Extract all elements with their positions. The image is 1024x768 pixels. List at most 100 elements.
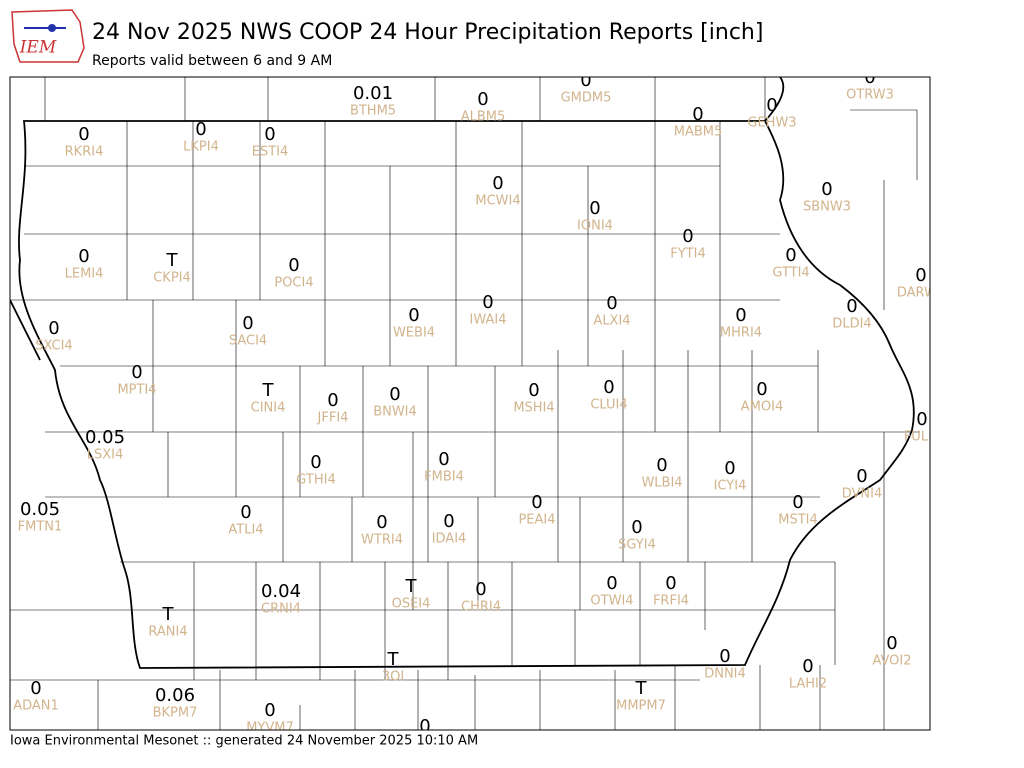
station-id: POCI4 [274,276,313,291]
station-id: MABM5 [674,125,723,140]
station-id: FMTN1 [18,520,63,535]
station-value: 0 [856,466,867,487]
station-id: WEBI4 [393,326,435,341]
station-value: 0.05 [85,427,125,448]
station-id: ATLI4 [228,523,263,538]
station-value: 0 [419,716,430,737]
station-id: SACI4 [229,334,267,349]
county-lines [10,77,920,730]
station-id: CLUI4 [590,398,627,413]
logo: IEM [11,9,85,63]
station-value: 0 [656,455,667,476]
station-value: 0 [327,390,338,411]
station-id: IWAI4 [470,313,507,328]
station-id: OSEI4 [392,597,431,612]
station-id: MSHI4 [513,401,554,416]
station-id: GTHI4 [296,473,335,488]
station-value: 0 [589,198,600,219]
station-id: FYTI4 [670,247,705,262]
station-id: LEMI4 [65,267,104,282]
station-id: WLBI4 [641,476,682,491]
station-id: FULI2 [904,430,940,445]
station-id: DNNI4 [704,667,746,682]
station-value: 0 [389,384,400,405]
station-value: 0 [606,293,617,314]
station-id: CRNI4 [261,602,301,617]
station-id: DLDI4 [832,317,871,332]
station-value: 0 [492,173,503,194]
station-value: 0 [665,573,676,594]
station-value: T [405,576,418,597]
station-id: DVNI4 [842,487,883,502]
station-value: 0 [195,119,206,140]
station-value: 0 [606,573,617,594]
station-id: ADAN1 [13,699,59,714]
station-value: T [387,649,400,670]
station-id: ALBM5 [461,110,506,125]
station-id: ALXI4 [593,314,630,329]
station-id: BKPM7 [153,706,198,721]
station-value: 0 [131,362,142,383]
station-id: MMPM7 [616,699,666,714]
station-id: LAHI2 [789,677,827,692]
station-value: T [166,250,179,271]
state-borders [10,77,915,669]
station-value: 0 [264,124,275,145]
station-value: 0 [682,226,693,247]
station-value: 0 [886,633,897,654]
title: 24 Nov 2025 NWS COOP 24 Hour Precipitati… [92,20,763,45]
station-value: 0 [475,579,486,600]
station-value: 0 [288,255,299,276]
station-value: 0 [785,245,796,266]
station-value: 0 [864,67,875,88]
station-id: LSXI4 [87,448,124,463]
station-value: 0 [802,656,813,677]
logo-text: IEM [19,38,57,58]
station-id: MCWI4 [475,194,520,209]
subtitle: Reports valid between 6 and 9 AM [92,53,332,69]
station-id: CHRI4 [461,600,501,615]
station-value: 0 [30,678,41,699]
footer: Iowa Environmental Mesonet :: generated … [10,734,478,749]
station-value: T [635,678,648,699]
station-value: 0 [531,492,542,513]
station-value: 0 [408,305,419,326]
station-value: 0 [580,70,591,91]
station-id: BTHM5 [350,104,396,119]
station-id: IONI4 [577,219,613,234]
station-id: PEAI4 [518,513,555,528]
station-value: 0.06 [155,685,195,706]
station-id: 3OI [382,670,404,685]
station-value: 0.01 [353,83,393,104]
station-id: ICYI4 [714,479,747,494]
station-value: 0 [438,449,449,470]
station-value: 0 [719,646,730,667]
station-id: CINI4 [251,401,286,416]
station-id: WTRI4 [361,533,403,548]
station-value: 0 [242,313,253,334]
station-id: AVOI2 [872,654,911,669]
station-id: RKRI4 [65,145,104,160]
station-value: 0 [376,512,387,533]
station-id: IDAI4 [432,532,467,547]
station-id: SBNW3 [803,200,851,215]
station-value: 0.04 [261,581,301,602]
station-value: 0 [528,380,539,401]
stations: 0.01BTHM50ALBM50GMDM50OTRW30MABM50GEHW30… [13,67,940,737]
station-id: AMOI4 [741,400,783,415]
station-id: JFFI4 [317,411,349,426]
station-id: RANI4 [148,625,187,640]
station-id: CKPI4 [153,271,191,286]
station-id: MHRI4 [720,326,762,341]
station-value: 0 [78,246,89,267]
station-value: 0 [631,517,642,538]
station-id: OTWI4 [590,594,633,609]
station-id: ESTI4 [252,145,289,160]
station-value: 0 [603,377,614,398]
station-id: OTRW3 [846,88,894,103]
station-value: 0 [78,124,89,145]
station-value: 0 [766,95,777,116]
station-value: 0 [310,452,321,473]
station-id: GTTI4 [772,266,809,281]
